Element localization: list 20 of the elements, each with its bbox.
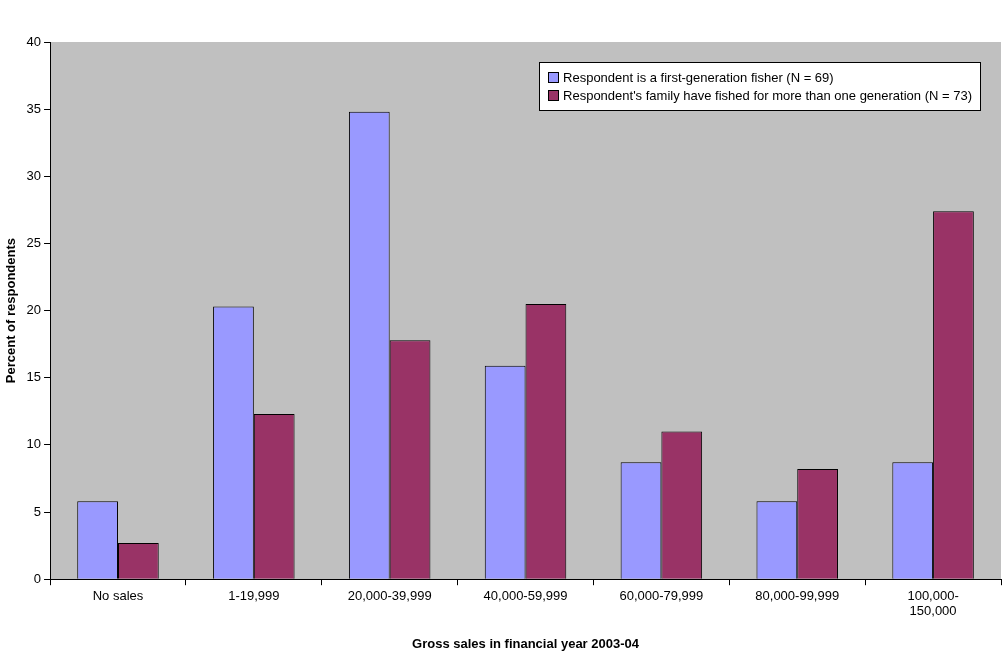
x-tick-label: 100,000-150,000	[907, 587, 959, 619]
y-tick-label: 10	[26, 436, 42, 452]
legend-label: Respondent is a first-generation fisher (N = 69)	[563, 70, 834, 85]
y-axis-title: Percent of respondents	[3, 238, 19, 384]
x-tick-label: 60,000-79,999	[619, 587, 704, 603]
y-tick-label: 30	[26, 167, 42, 183]
y-tick-label: 0	[33, 570, 42, 586]
y-tick-label: 25	[26, 235, 42, 251]
y-tick-label: 40	[26, 33, 42, 49]
y-tick-label: 15	[26, 369, 42, 385]
y-tick-label: 35	[26, 100, 42, 116]
y-tick-label: 20	[26, 302, 42, 318]
y-tick-label: 5	[33, 503, 42, 519]
x-tick-label: No sales	[92, 587, 144, 603]
legend-label: Respondent's family have fished for more than one generation (N = 73)	[563, 88, 972, 103]
x-tick-label: 20,000-39,999	[347, 587, 432, 603]
x-tick-label: 80,000-99,999	[755, 587, 840, 603]
x-axis-title: Gross sales in financial year 2003-04	[412, 635, 640, 651]
x-tick-label: 1-19,999	[228, 587, 280, 603]
x-tick-label: 40,000-59,999	[483, 587, 568, 603]
